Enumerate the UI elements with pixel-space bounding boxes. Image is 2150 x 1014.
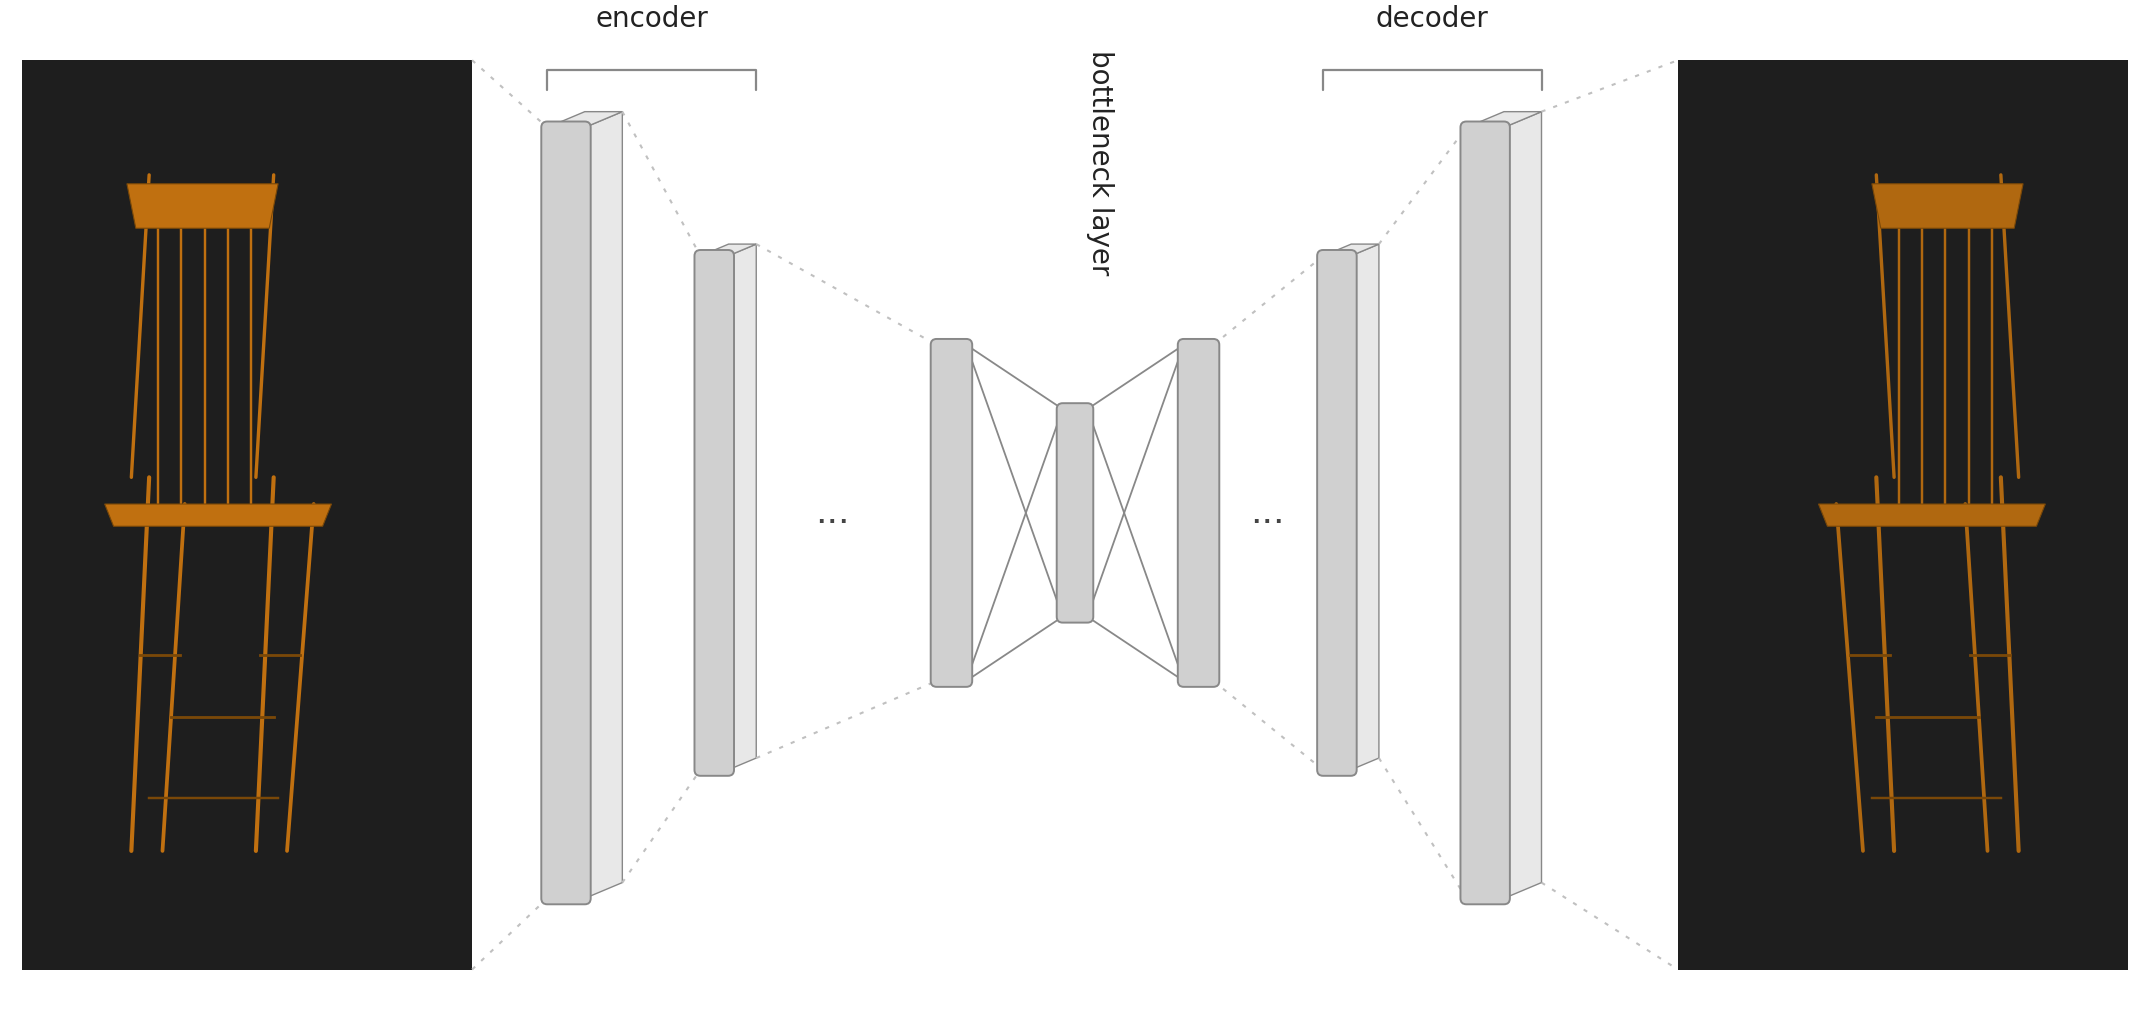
Polygon shape	[1873, 184, 2023, 228]
Polygon shape	[1350, 244, 1378, 770]
FancyBboxPatch shape	[1460, 122, 1509, 904]
Text: ...: ...	[1251, 496, 1286, 530]
FancyBboxPatch shape	[22, 60, 473, 969]
FancyBboxPatch shape	[1178, 339, 1219, 686]
FancyBboxPatch shape	[1056, 404, 1094, 623]
Text: ...: ...	[815, 496, 849, 530]
Polygon shape	[1505, 112, 1542, 898]
Text: decoder: decoder	[1376, 5, 1488, 32]
Polygon shape	[701, 244, 757, 256]
Polygon shape	[585, 112, 621, 898]
FancyBboxPatch shape	[694, 250, 733, 776]
Polygon shape	[105, 504, 331, 526]
Text: encoder: encoder	[596, 5, 707, 32]
Polygon shape	[1322, 244, 1378, 256]
FancyBboxPatch shape	[931, 339, 972, 686]
Polygon shape	[1819, 504, 2045, 526]
FancyBboxPatch shape	[1677, 60, 2128, 969]
FancyBboxPatch shape	[1318, 250, 1357, 776]
Polygon shape	[127, 184, 277, 228]
FancyBboxPatch shape	[542, 122, 591, 904]
Text: bottleneck layer: bottleneck layer	[1086, 51, 1114, 276]
Polygon shape	[1466, 112, 1542, 128]
Polygon shape	[729, 244, 757, 770]
Polygon shape	[548, 112, 621, 128]
